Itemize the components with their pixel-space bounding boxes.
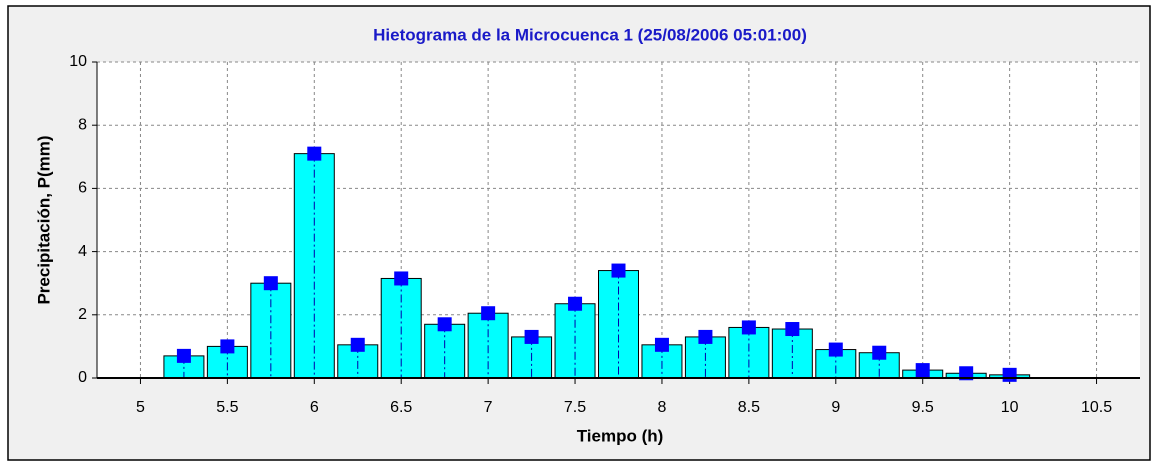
bar-marker — [350, 337, 365, 352]
x-tick-label: 5 — [136, 399, 145, 416]
bar-marker — [959, 366, 974, 381]
y-tick-label: 2 — [78, 306, 87, 323]
bar-marker — [437, 317, 452, 332]
bar-marker — [611, 263, 626, 278]
x-tick-label: 7 — [484, 399, 493, 416]
x-tick-label: 9 — [831, 399, 840, 416]
bar-marker — [741, 320, 756, 335]
bar-marker — [1002, 367, 1017, 382]
bar — [424, 323, 466, 379]
bar-marker — [176, 348, 191, 363]
x-tick-label: 10 — [1001, 399, 1019, 416]
x-axis-label: Tiempo (h) — [577, 426, 664, 445]
chart-title: Hietograma de la Microcuenca 1 (25/08/20… — [373, 25, 807, 44]
x-tick-label: 6 — [310, 399, 319, 416]
bar-marker — [698, 329, 713, 344]
bar-marker — [785, 322, 800, 337]
y-tick-label: 8 — [78, 116, 87, 133]
x-tick-label: 6.5 — [390, 399, 412, 416]
y-tick-label: 0 — [78, 369, 87, 386]
bar-marker — [872, 345, 887, 360]
x-tick-label: 5.5 — [216, 399, 238, 416]
x-tick-label: 8 — [658, 399, 667, 416]
bar-marker — [263, 276, 278, 291]
bar-marker — [524, 329, 539, 344]
bar-marker — [568, 296, 583, 311]
bar-marker — [394, 271, 409, 286]
bar-marker — [307, 146, 322, 161]
x-tick-label: 7.5 — [564, 399, 586, 416]
bar-marker — [654, 337, 669, 352]
bar-marker — [220, 339, 235, 354]
bar — [250, 282, 292, 379]
x-tick-label: 9.5 — [912, 399, 934, 416]
x-tick-label: 8.5 — [738, 399, 760, 416]
bar-marker — [481, 306, 496, 321]
bar-marker — [828, 342, 843, 357]
y-tick-label: 6 — [78, 180, 87, 197]
bar-marker — [915, 363, 930, 378]
y-tick-label: 4 — [78, 243, 87, 260]
y-tick-label: 10 — [69, 53, 87, 70]
x-tick-label: 10.5 — [1081, 399, 1112, 416]
bar — [771, 328, 813, 379]
y-axis-label: Precipitación, P(mm) — [34, 135, 53, 304]
